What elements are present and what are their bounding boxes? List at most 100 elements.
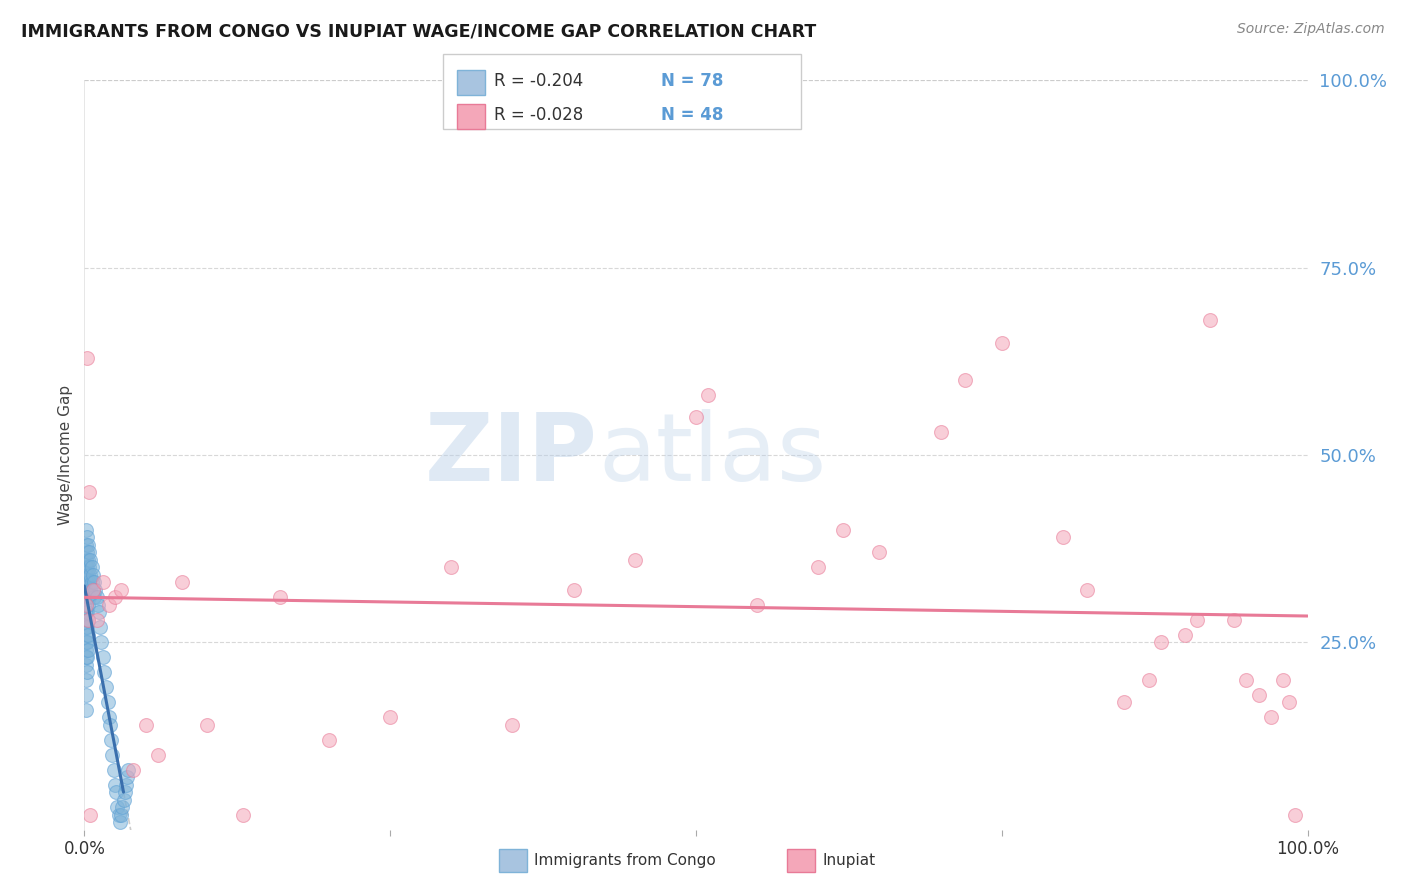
- Point: [79, 567, 101, 582]
- Point: [111, 800, 134, 814]
- Point: [79, 582, 101, 597]
- Point: [76, 530, 98, 544]
- Point: [76, 605, 98, 619]
- Point: [75, 620, 97, 634]
- Point: [1278, 695, 1301, 709]
- Point: [318, 732, 340, 747]
- Point: [96, 680, 118, 694]
- Point: [100, 732, 122, 747]
- Point: [75, 598, 97, 612]
- Point: [77, 485, 100, 500]
- Point: [1236, 673, 1258, 687]
- Point: [97, 710, 120, 724]
- Point: [98, 717, 121, 731]
- Point: [75, 567, 97, 582]
- Point: [105, 800, 128, 814]
- Point: [82, 582, 104, 597]
- Point: [83, 575, 105, 590]
- Y-axis label: Wage/Income Gap: Wage/Income Gap: [58, 384, 73, 525]
- Point: [1052, 530, 1074, 544]
- Point: [122, 763, 145, 777]
- Point: [76, 665, 98, 680]
- Point: [232, 807, 254, 822]
- Point: [117, 763, 139, 777]
- Point: [101, 747, 124, 762]
- Point: [91, 650, 114, 665]
- Point: [115, 778, 138, 792]
- Point: [1150, 635, 1173, 649]
- Point: [77, 567, 100, 582]
- Point: [75, 582, 97, 597]
- Point: [75, 591, 97, 605]
- Point: [79, 553, 101, 567]
- Point: [1174, 628, 1197, 642]
- Point: [114, 785, 136, 799]
- Point: [1187, 613, 1209, 627]
- Point: [77, 591, 100, 605]
- Point: [87, 598, 110, 612]
- Point: [75, 560, 97, 574]
- Point: [697, 388, 720, 402]
- Point: [89, 620, 111, 634]
- Point: [1137, 673, 1160, 687]
- Point: [93, 665, 115, 680]
- Point: [91, 575, 114, 590]
- Point: [108, 815, 131, 830]
- Point: [75, 642, 97, 657]
- Text: Immigrants from Congo: Immigrants from Congo: [534, 854, 716, 868]
- Point: [953, 373, 976, 387]
- Point: [77, 598, 100, 612]
- Point: [807, 560, 830, 574]
- Point: [76, 545, 98, 559]
- Point: [79, 807, 101, 822]
- Point: [1247, 688, 1270, 702]
- Point: [86, 613, 108, 627]
- Point: [77, 582, 100, 597]
- Point: [84, 582, 107, 597]
- Point: [1260, 710, 1282, 724]
- Point: [380, 710, 402, 724]
- Point: [77, 575, 100, 590]
- Text: Source: ZipAtlas.com: Source: ZipAtlas.com: [1237, 22, 1385, 37]
- Point: [1223, 613, 1246, 627]
- Text: IMMIGRANTS FROM CONGO VS INUPIAT WAGE/INCOME GAP CORRELATION CHART: IMMIGRANTS FROM CONGO VS INUPIAT WAGE/IN…: [21, 22, 817, 40]
- Point: [831, 523, 853, 537]
- Text: Inupiat: Inupiat: [823, 854, 876, 868]
- Point: [82, 582, 104, 597]
- Text: R = -0.028: R = -0.028: [494, 106, 582, 124]
- Point: [624, 553, 647, 567]
- Point: [269, 591, 291, 605]
- Point: [562, 582, 585, 597]
- Point: [929, 425, 952, 440]
- Point: [75, 688, 97, 702]
- Point: [146, 747, 169, 762]
- Point: [76, 635, 98, 649]
- Point: [90, 635, 112, 649]
- Point: [75, 657, 97, 672]
- Point: [1284, 807, 1306, 822]
- Point: [502, 717, 524, 731]
- Point: [104, 778, 127, 792]
- Point: [1198, 313, 1220, 327]
- Point: [75, 628, 97, 642]
- Point: [77, 538, 100, 552]
- Point: [75, 538, 97, 552]
- Point: [83, 591, 105, 605]
- Point: [1114, 695, 1136, 709]
- Point: [75, 605, 97, 619]
- Point: [76, 351, 98, 365]
- Point: [80, 560, 103, 574]
- Point: [103, 763, 125, 777]
- Point: [172, 575, 194, 590]
- Point: [77, 560, 100, 574]
- Point: [75, 553, 97, 567]
- Point: [107, 807, 129, 822]
- Point: [97, 598, 120, 612]
- Point: [77, 613, 100, 627]
- Point: [82, 567, 104, 582]
- Point: [77, 553, 100, 567]
- Text: N = 48: N = 48: [661, 106, 723, 124]
- Point: [77, 642, 100, 657]
- Text: N = 78: N = 78: [661, 72, 723, 90]
- Point: [869, 545, 891, 559]
